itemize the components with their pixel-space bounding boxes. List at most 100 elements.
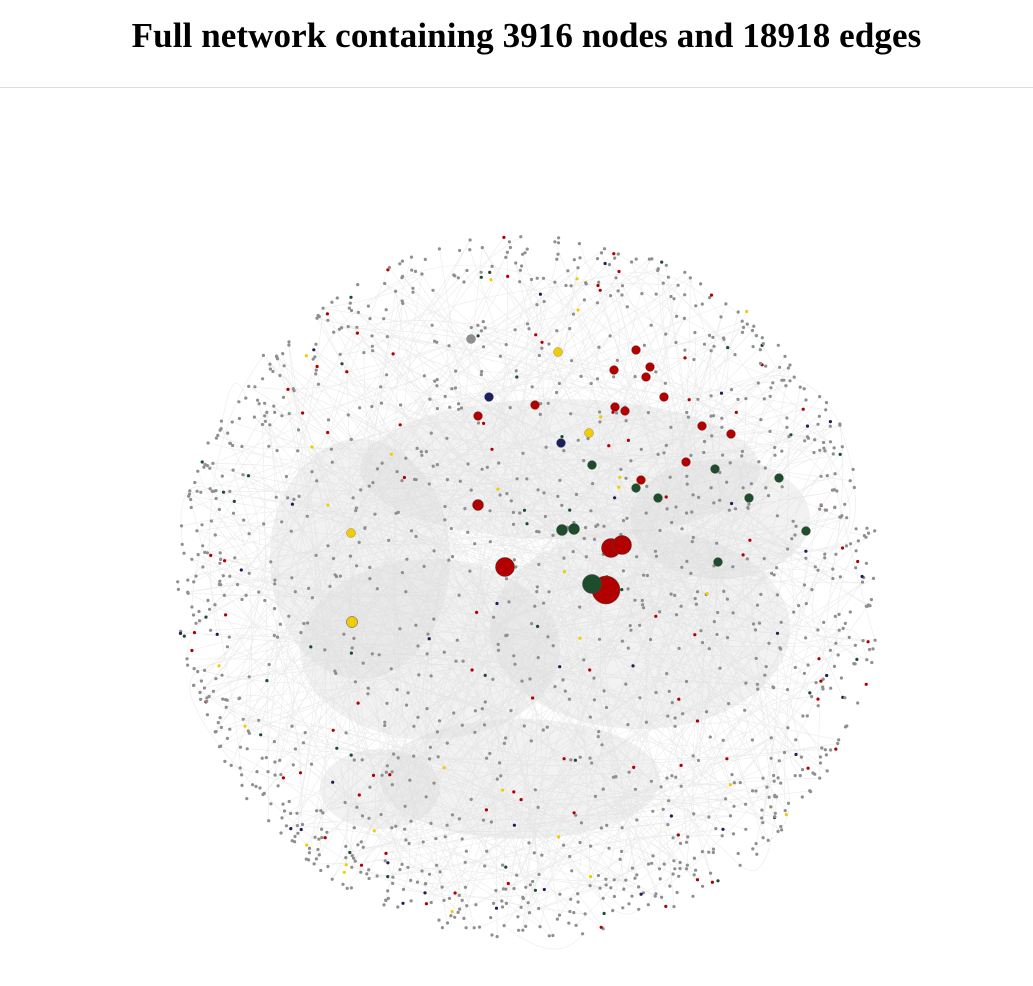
node[interactable] [865, 604, 869, 608]
red-node[interactable] [695, 719, 700, 723]
navy-node[interactable] [804, 549, 808, 553]
node[interactable] [498, 761, 502, 765]
node[interactable] [640, 292, 644, 296]
node[interactable] [813, 772, 817, 776]
node[interactable] [665, 672, 669, 676]
green-node[interactable] [488, 270, 492, 274]
node[interactable] [614, 775, 618, 779]
node[interactable] [219, 725, 223, 730]
node[interactable] [179, 524, 184, 528]
node[interactable] [504, 577, 509, 581]
node[interactable] [218, 551, 222, 555]
node[interactable] [630, 894, 634, 898]
node[interactable] [822, 620, 826, 625]
node[interactable] [386, 896, 390, 901]
node[interactable] [762, 557, 766, 561]
node[interactable] [198, 690, 202, 695]
node[interactable] [764, 665, 768, 669]
node[interactable] [560, 503, 564, 507]
node[interactable] [456, 276, 460, 280]
node[interactable] [320, 835, 324, 840]
node[interactable] [530, 385, 534, 389]
node[interactable] [317, 314, 321, 319]
node[interactable] [731, 565, 735, 569]
node[interactable] [536, 488, 540, 492]
node[interactable] [302, 621, 306, 626]
node[interactable] [186, 663, 190, 667]
node[interactable] [269, 802, 273, 806]
red-node[interactable] [345, 370, 349, 374]
node[interactable] [523, 251, 527, 255]
node[interactable] [658, 610, 662, 614]
node[interactable] [843, 696, 847, 700]
node[interactable] [725, 480, 729, 484]
node[interactable] [679, 784, 683, 788]
node[interactable] [466, 530, 470, 534]
node[interactable] [209, 628, 213, 632]
node[interactable] [641, 372, 651, 382]
node[interactable] [545, 725, 549, 729]
node[interactable] [707, 815, 711, 819]
node[interactable] [263, 598, 267, 603]
node[interactable] [431, 464, 435, 468]
yellow-node[interactable] [304, 354, 308, 358]
node[interactable] [518, 511, 522, 515]
node[interactable] [211, 689, 215, 693]
node[interactable] [431, 288, 435, 292]
node[interactable] [240, 444, 244, 449]
node[interactable] [319, 809, 323, 813]
node[interactable] [600, 743, 604, 747]
node[interactable] [675, 314, 679, 318]
node[interactable] [712, 344, 716, 348]
node[interactable] [474, 903, 478, 907]
node[interactable] [410, 268, 414, 272]
navy-node[interactable] [603, 261, 607, 266]
node[interactable] [831, 576, 835, 581]
yellow-node[interactable] [784, 813, 788, 817]
node[interactable] [535, 276, 539, 280]
node[interactable] [240, 773, 244, 777]
node[interactable] [416, 715, 420, 719]
node[interactable] [722, 589, 726, 593]
node[interactable] [371, 481, 375, 485]
node[interactable] [592, 698, 597, 702]
node[interactable] [744, 681, 748, 685]
node[interactable] [576, 266, 580, 270]
node[interactable] [422, 374, 426, 378]
node[interactable] [629, 459, 633, 463]
node[interactable] [598, 420, 602, 424]
node[interactable] [653, 549, 658, 553]
red-node[interactable] [502, 235, 506, 239]
node[interactable] [832, 664, 837, 669]
node[interactable] [581, 932, 585, 936]
node[interactable] [805, 714, 809, 718]
red-node[interactable] [281, 776, 285, 780]
node[interactable] [810, 588, 814, 592]
node[interactable] [529, 739, 533, 743]
node[interactable] [708, 735, 712, 739]
node[interactable] [352, 826, 356, 830]
node[interactable] [620, 849, 624, 854]
node[interactable] [596, 873, 601, 878]
node[interactable] [289, 811, 293, 816]
node[interactable] [540, 853, 544, 857]
node[interactable] [263, 414, 267, 418]
node[interactable] [304, 857, 308, 861]
node[interactable] [509, 709, 513, 713]
node[interactable] [309, 762, 314, 766]
node[interactable] [317, 837, 321, 841]
navy-node[interactable] [719, 391, 724, 395]
node[interactable] [818, 761, 823, 765]
node[interactable] [873, 638, 877, 642]
node[interactable] [466, 334, 476, 344]
node[interactable] [375, 874, 379, 878]
node[interactable] [247, 571, 251, 575]
node[interactable] [667, 689, 671, 694]
node[interactable] [456, 402, 461, 406]
node[interactable] [671, 836, 675, 840]
node[interactable] [344, 844, 348, 849]
node[interactable] [512, 558, 517, 562]
node[interactable] [515, 873, 519, 877]
node[interactable] [238, 766, 242, 770]
node[interactable] [539, 402, 543, 406]
